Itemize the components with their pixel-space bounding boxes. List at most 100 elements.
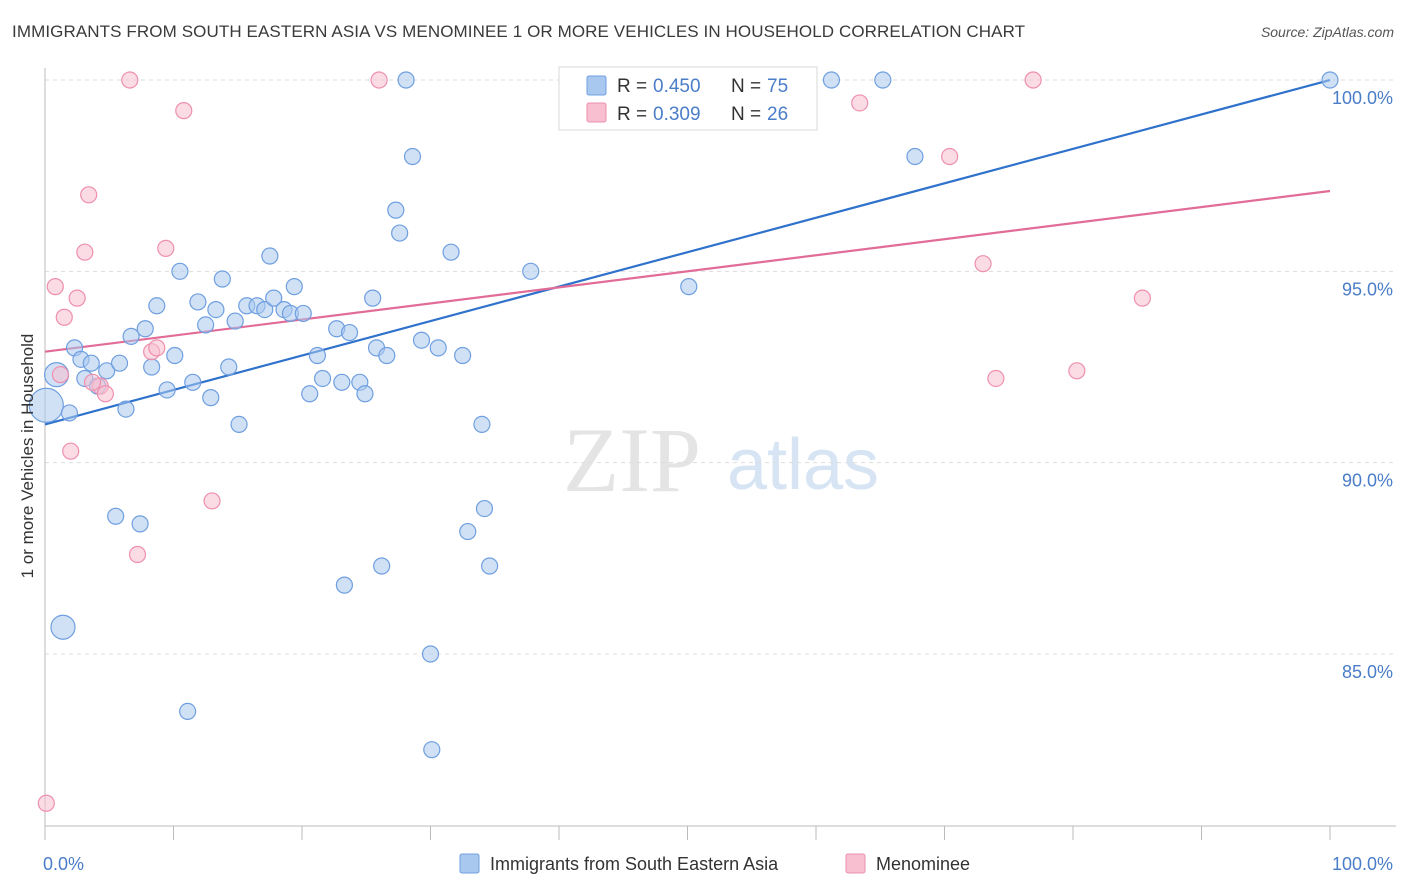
y-tick-label: 85.0% — [1342, 662, 1393, 682]
data-point-menominee — [62, 442, 80, 460]
data-point-seasia — [28, 387, 64, 423]
legend: R = 0.450 N = 75 R = 0.309 N = 26 — [558, 66, 818, 131]
data-point-seasia — [473, 415, 491, 433]
trend-lines — [44, 78, 1331, 426]
bottom-legend-label-pink: Menominee — [876, 854, 970, 874]
data-point-seasia — [189, 293, 207, 311]
data-point-seasia — [680, 278, 698, 296]
data-point-menominee — [941, 147, 959, 166]
data-point-seasia — [230, 415, 248, 433]
data-point-menominee — [68, 289, 86, 307]
y-axis-label: 1 or more Vehicles in Household — [18, 334, 37, 579]
data-point-seasia — [874, 71, 892, 89]
data-point-menominee — [851, 94, 869, 112]
data-point-seasia — [107, 507, 125, 525]
data-point-seasia — [265, 289, 283, 307]
watermark-atlas: atlas — [727, 425, 879, 505]
legend-swatch-pink — [586, 102, 607, 123]
legend-r-value: 0.309 — [653, 104, 701, 125]
data-point-seasia — [459, 522, 477, 541]
data-point-seasia — [207, 301, 225, 319]
data-point-seasia — [294, 304, 312, 323]
data-point-seasia — [391, 224, 409, 242]
data-point-seasia — [131, 515, 149, 533]
data-point-seasia — [442, 243, 460, 261]
data-point-seasia — [256, 301, 274, 319]
x-tick-label: 100.0% — [1332, 854, 1393, 874]
data-point-menominee — [121, 71, 139, 89]
data-point-seasia — [110, 354, 129, 372]
data-point-seasia — [364, 289, 382, 307]
data-point-seasia — [333, 373, 351, 391]
watermark-zip: ZIP — [563, 409, 701, 511]
data-point-seasia — [373, 557, 391, 575]
trend-line-seasia — [44, 78, 1331, 426]
data-point-seasia — [340, 323, 359, 342]
gridlines — [45, 79, 1396, 655]
legend-r-value: 0.450 — [653, 76, 701, 97]
data-point-seasia — [308, 346, 327, 365]
data-point-menominee — [96, 385, 114, 403]
legend-r-label: R = — [617, 76, 647, 97]
data-point-seasia — [412, 331, 431, 349]
data-points — [28, 71, 1339, 812]
legend-n-label: N = — [731, 76, 761, 97]
data-point-menominee — [203, 492, 221, 510]
data-point-seasia — [397, 71, 415, 89]
data-point-seasia — [481, 557, 499, 575]
data-point-seasia — [421, 645, 440, 663]
data-point-seasia — [313, 369, 332, 388]
data-point-menominee — [37, 794, 55, 812]
legend-r-label: R = — [617, 104, 647, 125]
axes — [44, 68, 1396, 840]
y-tick-label: 100.0% — [1332, 88, 1393, 108]
data-point-menominee — [80, 186, 98, 204]
data-point-seasia — [522, 262, 540, 280]
legend-n-value: 26 — [767, 104, 788, 125]
bottom-legend-swatch-blue — [459, 853, 480, 874]
data-point-menominee — [51, 366, 70, 384]
data-point-seasia — [136, 320, 154, 338]
data-point-menominee — [46, 278, 64, 296]
data-point-seasia — [378, 346, 396, 365]
data-point-seasia — [117, 400, 135, 418]
data-point-seasia — [122, 327, 140, 345]
data-point-menominee — [1024, 71, 1042, 89]
data-point-menominee — [1133, 289, 1151, 307]
data-point-seasia — [429, 339, 447, 357]
data-point-seasia — [98, 362, 116, 380]
x-tick-label: 0.0% — [43, 854, 84, 874]
data-point-seasia — [148, 297, 166, 315]
data-point-menominee — [148, 339, 166, 357]
data-point-menominee — [55, 308, 73, 326]
legend-n-value: 75 — [767, 76, 788, 97]
bottom-legend: Immigrants from South Eastern Asia Menom… — [459, 853, 970, 874]
y-tick-label: 90.0% — [1342, 471, 1393, 491]
data-point-menominee — [157, 239, 175, 257]
data-point-seasia — [226, 312, 244, 330]
data-point-seasia — [403, 147, 422, 166]
data-point-seasia — [171, 262, 189, 280]
data-point-seasia — [158, 381, 176, 399]
data-point-seasia — [179, 702, 197, 721]
data-point-menominee — [175, 102, 193, 120]
data-point-menominee — [128, 545, 147, 564]
data-point-seasia — [213, 270, 231, 288]
data-point-seasia — [197, 316, 215, 334]
data-point-menominee — [987, 369, 1005, 388]
data-point-seasia — [822, 71, 841, 89]
bottom-legend-label-blue: Immigrants from South Eastern Asia — [490, 854, 779, 874]
data-point-seasia — [475, 499, 494, 518]
data-point-seasia — [1321, 71, 1339, 89]
data-point-menominee — [83, 373, 102, 391]
legend-n-label: N = — [731, 104, 761, 125]
data-point-menominee — [974, 255, 992, 273]
data-point-seasia — [387, 201, 405, 219]
data-point-seasia — [356, 385, 374, 403]
data-point-seasia — [50, 614, 76, 640]
y-tick-labels: 85.0% 90.0% 95.0% 100.0% — [1332, 88, 1393, 682]
chart-title: IMMIGRANTS FROM SOUTH EASTERN ASIA VS ME… — [12, 22, 1026, 41]
data-point-seasia — [60, 404, 79, 422]
data-point-seasia — [906, 147, 924, 166]
data-point-seasia — [143, 358, 161, 376]
